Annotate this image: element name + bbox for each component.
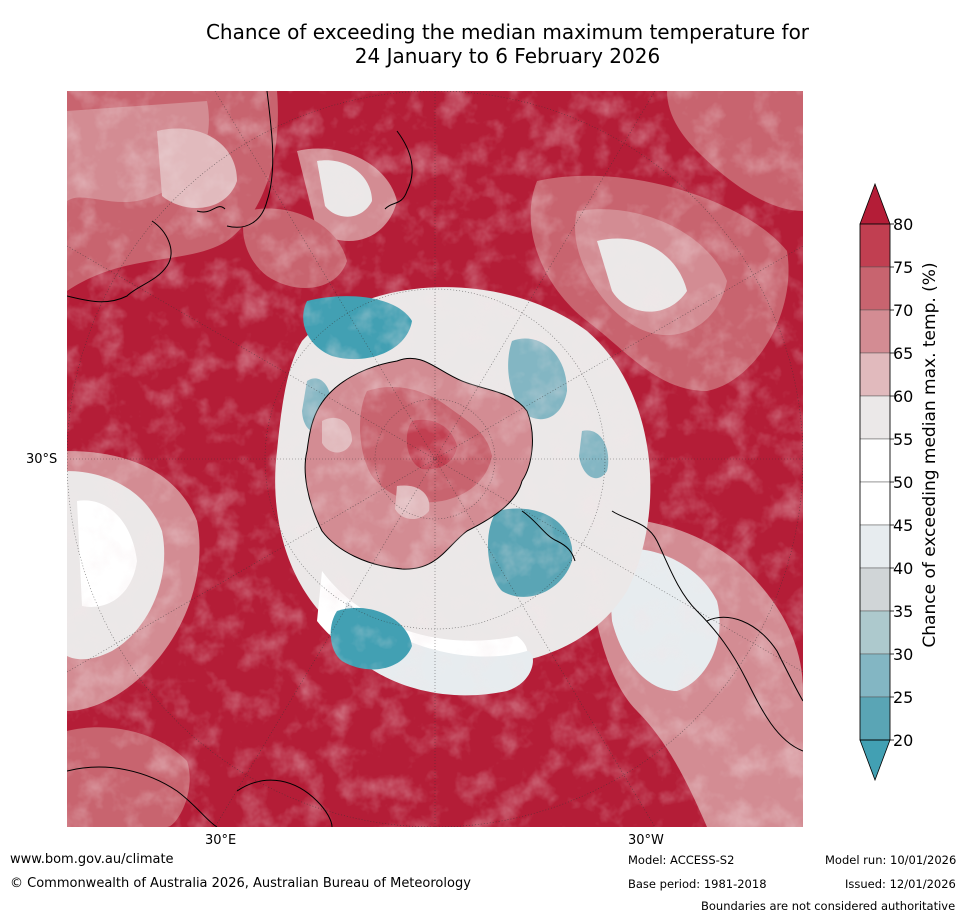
colorbar-tick-label: 25 (893, 688, 913, 707)
map-title: Chance of exceeding the median maximum t… (0, 20, 965, 68)
colorbar: 80 75 70 65 60 55 50 45 40 35 30 25 20 (859, 182, 913, 782)
colorbar-tick-label: 35 (893, 602, 913, 621)
longitude-label-30e: 30°E (205, 833, 237, 848)
colorbar-band (859, 696, 891, 741)
model-info: Model: ACCESS-S2 (628, 853, 735, 867)
speckle-texture (67, 91, 803, 827)
colorbar-tick-label: 50 (893, 473, 913, 492)
title-line-2: 24 January to 6 February 2026 (354, 44, 661, 68)
graticule (67, 91, 803, 827)
colorbar-tick-label: 60 (893, 387, 913, 406)
title-line-1: Chance of exceeding the median maximum t… (205, 20, 810, 44)
colorbar-extend-max (859, 182, 891, 225)
colorbar-band (859, 223, 891, 268)
latitude-label-30s: 30°S (26, 452, 58, 467)
colorbar-tick-label: 75 (893, 258, 913, 277)
colorbar-band (859, 266, 891, 311)
colorbar-tick-label: 45 (893, 516, 913, 535)
colorbar-band (859, 395, 891, 440)
colorbar-band (859, 352, 891, 397)
colorbar-band (859, 438, 891, 483)
colorbar-band (859, 524, 891, 569)
probability-map (67, 91, 803, 827)
copyright-notice: © Commonwealth of Australia 2026, Austra… (10, 876, 471, 891)
model-run-info: Model run: 10/01/2026 (825, 853, 957, 867)
colorbar-tick-label: 65 (893, 344, 913, 363)
colorbar-tick-label: 40 (893, 559, 913, 578)
colorbar-band (859, 610, 891, 655)
colorbar-band (859, 653, 891, 698)
colorbar-tick-label: 30 (893, 645, 913, 664)
colorbar-extend-min (859, 739, 891, 782)
colorbar-ticks: 80 75 70 65 60 55 50 45 40 35 30 25 20 (890, 215, 913, 750)
colorbar-band (859, 567, 891, 612)
colorbar-swatches (859, 182, 891, 782)
colorbar-band (859, 481, 891, 526)
colorbar-tick-label: 70 (893, 301, 913, 320)
base-period-info: Base period: 1981-2018 (628, 877, 767, 891)
colorbar-tick-label: 55 (893, 430, 913, 449)
issued-info: Issued: 12/01/2026 (845, 877, 956, 891)
boundaries-disclaimer: Boundaries are not considered authoritat… (701, 899, 956, 913)
colorbar-label-text: Chance of exceeding median max. temp. (%… (920, 262, 940, 648)
colorbar-tick-label: 80 (893, 215, 913, 234)
coastlines (67, 91, 803, 827)
longitude-label-30w: 30°W (628, 833, 664, 848)
website-link[interactable]: www.bom.gov.au/climate (10, 852, 174, 867)
colorbar-band (859, 309, 891, 354)
colorbar-tick-label: 20 (893, 731, 913, 750)
